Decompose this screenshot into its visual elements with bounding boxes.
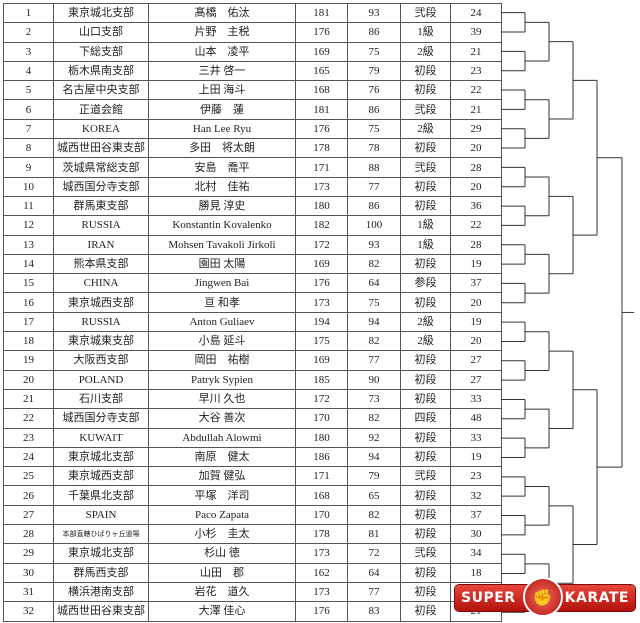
table-row: 31 横浜港南支部 岩花 道久 173 77 初段 bbox=[3, 581, 502, 603]
cell-rank: 2級 bbox=[400, 41, 451, 62]
cell-height: 169 bbox=[295, 41, 348, 62]
cell-age: 23 bbox=[450, 466, 502, 487]
cell-height: 176 bbox=[295, 273, 348, 294]
cell-no: 32 bbox=[3, 601, 54, 622]
table-row: 14 熊本県支部 園田 太陽 169 82 初段 19 bbox=[3, 253, 502, 275]
table-row: 17 RUSSIA Anton Guliaev 194 94 2級 19 bbox=[3, 311, 502, 333]
logo-text-left: SUPER bbox=[461, 590, 516, 606]
table-row: 13 IRAN Mohsen Tavakoli Jirkoli 172 93 1級 28 bbox=[3, 234, 502, 255]
cell-height: 175 bbox=[295, 331, 348, 352]
table-row: 20 POLAND Patryk Sypien 185 90 初段 27 bbox=[3, 369, 502, 390]
table-row: 29 東京城北支部 杉山 徳 173 72 弐段 34 bbox=[3, 543, 502, 564]
entry-table: 1 東京城北支部 髙橋 佑汰 181 93 弐段 24 2 山口支部 片野 主税 176 86 1級 39… bbox=[3, 2, 502, 622]
super-karate-logo: SUPER ✊ KARATE bbox=[455, 577, 635, 617]
cell-age: 37 bbox=[450, 504, 502, 526]
fist-icon: ✊ bbox=[523, 577, 563, 617]
cell-branch: 熊本県支部 bbox=[53, 253, 149, 275]
table-row: 23 KUWAIT Abdullah Alowmi 180 92 初段 33 bbox=[3, 427, 502, 448]
table-row: 28 本部直轄ひばりヶ丘道場 小杉 圭太 178 81 初段 30 bbox=[3, 524, 502, 545]
table-row: 12 RUSSIA Konstantin Kovalenko 182 100 1級 22 bbox=[3, 215, 502, 236]
cell-rank: 参段 bbox=[400, 273, 451, 294]
cell-branch: 城西世田谷東支部 bbox=[53, 601, 149, 622]
cell-name: 岩花 道久 bbox=[148, 581, 296, 603]
cell-name: 山田 郡 bbox=[148, 562, 296, 583]
cell-branch: 大阪西支部 bbox=[53, 350, 149, 371]
table-row: 7 KOREA Han Lee Ryu 176 75 2級 29 bbox=[3, 118, 502, 140]
cell-height: 170 bbox=[295, 408, 348, 429]
cell-branch: 名古屋中央支部 bbox=[53, 80, 149, 101]
cell-rank: 初段 bbox=[400, 350, 451, 371]
cell-branch: 東京城西支部 bbox=[53, 466, 149, 487]
cell-rank: 初段 bbox=[400, 562, 451, 583]
cell-name: Anton Guliaev bbox=[148, 311, 296, 333]
table-row: 22 城西国分寺支部 大谷 善次 170 82 四段 48 bbox=[3, 408, 502, 429]
cell-branch: 茨城県常総支部 bbox=[53, 157, 149, 178]
cell-rank: 初段 bbox=[400, 446, 451, 468]
cell-name: 安島 喬平 bbox=[148, 157, 296, 178]
cell-height: 169 bbox=[295, 350, 348, 371]
cell-height: 182 bbox=[295, 215, 348, 236]
table-row: 27 SPAIN Paco Zapata 170 82 初段 37 bbox=[3, 504, 502, 526]
cell-branch: 栃木県南支部 bbox=[53, 60, 149, 82]
table-row: 10 城西国分寺支部 北村 佳祐 173 77 初段 20 bbox=[3, 176, 502, 197]
cell-name: Han Lee Ryu bbox=[148, 118, 296, 140]
cell-rank: 1級 bbox=[400, 22, 451, 43]
table-row: 16 東京城西支部亘 和孝 173 75 初段 20 bbox=[3, 292, 502, 313]
cell-branch: KUWAIT bbox=[53, 427, 149, 448]
cell-branch: IRAN bbox=[53, 234, 149, 255]
cell-name: Patryk Sypien bbox=[148, 369, 296, 390]
cell-name: Abdullah Alowmi bbox=[148, 427, 296, 448]
cell-rank: 初段 bbox=[400, 176, 451, 197]
cell-name: Konstantin Kovalenko bbox=[148, 215, 296, 236]
cell-branch: 下総支部 bbox=[53, 41, 149, 62]
cell-height: 173 bbox=[295, 176, 348, 197]
cell-rank: 初段 bbox=[400, 80, 451, 101]
cell-rank: 2級 bbox=[400, 118, 451, 140]
cell-height: 176 bbox=[295, 601, 348, 622]
cell-branch: CHINA bbox=[53, 273, 149, 294]
cell-height: 173 bbox=[295, 543, 348, 564]
table-row: 15 CHINA Jingwen Bai 176 64 参段 37 bbox=[3, 273, 502, 294]
logo-text-right: KARATE bbox=[564, 590, 629, 606]
cell-height: 180 bbox=[295, 195, 348, 217]
cell-height: 171 bbox=[295, 466, 348, 487]
table-row: 26 千葉県北支部 平塚 洋司 168 65 初段 32 bbox=[3, 485, 502, 506]
cell-name: 小島 延斗 bbox=[148, 331, 296, 352]
cell-rank: 初段 bbox=[400, 504, 451, 526]
cell-height: 194 bbox=[295, 311, 348, 333]
cell-name: 小杉 圭太 bbox=[148, 524, 296, 545]
table-row: 30 群馬西支部 山田 郡 162 64 初段 18 bbox=[3, 562, 502, 583]
cell-rank: 2級 bbox=[400, 311, 451, 333]
table-row: 24 東京城北支部 南原 健太 186 94 初段 19 bbox=[3, 446, 502, 468]
cell-name: Jingwen Bai bbox=[148, 273, 296, 294]
cell-branch: 城西国分寺支部 bbox=[53, 408, 149, 429]
table-row: 9 茨城県常総支部 安島 喬平 171 88 弐段 28 bbox=[3, 157, 502, 178]
cell-name: 大澤 佳心 bbox=[148, 601, 296, 622]
table-row: 32 城西世田谷東支部 大澤 佳心 176 83 初段 21 bbox=[3, 601, 502, 622]
cell-rank: 初段 bbox=[400, 601, 451, 622]
cell-name: Paco Zapata bbox=[148, 504, 296, 526]
table-row: 25 東京城西支部 加賀 健弘 171 79 弐段 23 bbox=[3, 466, 502, 487]
cell-rank: 2級 bbox=[400, 331, 451, 352]
table-row: 19 大阪西支部 岡田 祐樹 169 77 初段 27 bbox=[3, 350, 502, 371]
